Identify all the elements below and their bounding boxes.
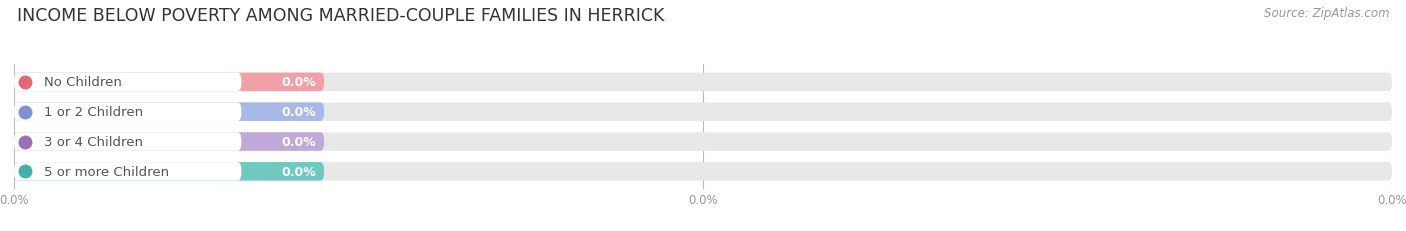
FancyBboxPatch shape (14, 103, 242, 122)
FancyBboxPatch shape (14, 73, 325, 92)
Text: 0.0%: 0.0% (281, 135, 316, 148)
FancyBboxPatch shape (14, 73, 1392, 92)
FancyBboxPatch shape (14, 103, 1392, 122)
FancyBboxPatch shape (14, 162, 242, 181)
FancyBboxPatch shape (14, 162, 325, 181)
Text: 3 or 4 Children: 3 or 4 Children (45, 135, 143, 148)
FancyBboxPatch shape (14, 133, 1392, 151)
FancyBboxPatch shape (14, 73, 242, 92)
Text: 1 or 2 Children: 1 or 2 Children (45, 106, 143, 119)
FancyBboxPatch shape (14, 133, 325, 151)
Text: 5 or more Children: 5 or more Children (45, 165, 170, 178)
Text: Source: ZipAtlas.com: Source: ZipAtlas.com (1264, 7, 1389, 20)
FancyBboxPatch shape (14, 133, 242, 151)
FancyBboxPatch shape (14, 162, 1392, 181)
Text: No Children: No Children (45, 76, 122, 89)
Text: 0.0%: 0.0% (281, 165, 316, 178)
FancyBboxPatch shape (14, 103, 325, 122)
Text: 0.0%: 0.0% (281, 106, 316, 119)
Text: INCOME BELOW POVERTY AMONG MARRIED-COUPLE FAMILIES IN HERRICK: INCOME BELOW POVERTY AMONG MARRIED-COUPL… (17, 7, 664, 25)
Text: 0.0%: 0.0% (281, 76, 316, 89)
